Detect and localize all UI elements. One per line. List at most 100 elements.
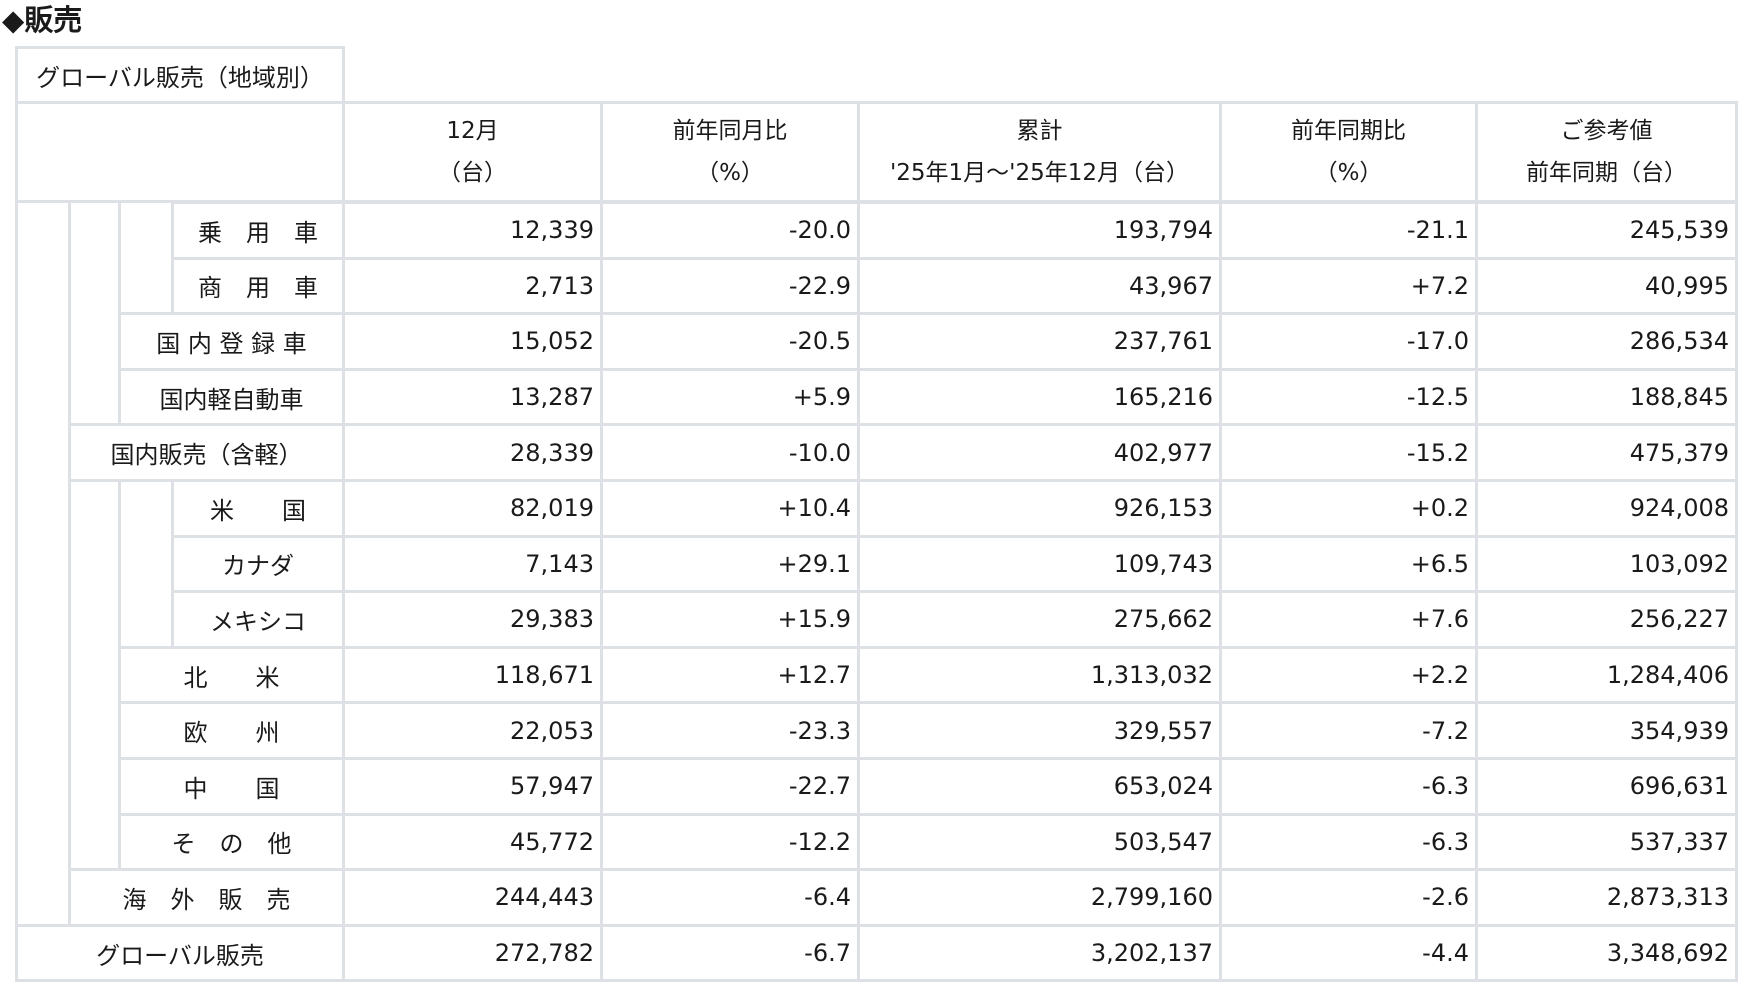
column-header-line2: （台） xyxy=(438,160,507,186)
row-label: 北 米 xyxy=(118,645,345,705)
table-cell: +12.7 xyxy=(600,645,860,705)
table-cell: -15.2 xyxy=(1219,423,1478,482)
column-header-line2: （%） xyxy=(696,160,764,186)
table-cell: -6.7 xyxy=(600,923,860,983)
table-cell: 13,287 xyxy=(342,367,603,427)
table-cell: 653,024 xyxy=(857,757,1222,816)
table-cell: 43,967 xyxy=(857,256,1222,316)
column-header-line1: 前年同月比 xyxy=(672,118,788,144)
table-cell: 475,379 xyxy=(1475,423,1738,482)
table-cell: -22.7 xyxy=(600,757,860,816)
table-cell: +10.4 xyxy=(600,479,860,538)
table-cell: +5.9 xyxy=(600,367,860,427)
table-cell: -2.6 xyxy=(1219,868,1478,927)
table-cell: 45,772 xyxy=(342,812,603,872)
table-cell: 82,019 xyxy=(342,479,603,538)
row-label: 国内軽自動車 xyxy=(118,367,345,427)
table-cell: -20.0 xyxy=(600,201,860,260)
indent-guide xyxy=(15,201,71,983)
table-cell: 12,339 xyxy=(342,201,603,260)
table-cell: 256,227 xyxy=(1475,590,1738,649)
row-label: 欧 州 xyxy=(118,701,345,760)
column-header-line1: ご参考値 xyxy=(1560,118,1653,144)
column-header-line1: 前年同期比 xyxy=(1291,118,1406,144)
column-header-line2: （%） xyxy=(1314,160,1383,186)
column-header-line2: 前年同期（台） xyxy=(1526,160,1687,186)
table-cell: -6.3 xyxy=(1219,757,1478,816)
table-cell: 28,339 xyxy=(342,423,603,482)
table-cell: 503,547 xyxy=(857,812,1222,872)
header-blank-cell xyxy=(15,101,345,203)
row-label: そ の 他 xyxy=(118,812,345,872)
table-cell: 57,947 xyxy=(342,757,603,816)
table-cell: 103,092 xyxy=(1475,534,1738,594)
table-cell: 165,216 xyxy=(857,367,1222,427)
table-caption: グローバル販売（地域別） xyxy=(15,46,345,104)
table-cell: 188,845 xyxy=(1475,367,1738,427)
table-cell: 3,202,137 xyxy=(857,923,1222,983)
row-label: 乗 用 車 xyxy=(171,201,345,260)
table-cell: 15,052 xyxy=(342,312,603,371)
table-cell: 2,799,160 xyxy=(857,868,1222,927)
table-cell: 286,534 xyxy=(1475,312,1738,371)
table-cell: -12.2 xyxy=(600,812,860,872)
table-cell: -21.1 xyxy=(1219,201,1478,260)
column-header: 前年同月比 （%） xyxy=(600,101,860,203)
table-cell: 193,794 xyxy=(857,201,1222,260)
table-cell: 696,631 xyxy=(1475,757,1738,816)
table-cell: 329,557 xyxy=(857,701,1222,760)
indent-guide xyxy=(68,479,121,927)
table-cell: 118,671 xyxy=(342,645,603,705)
row-label: グローバル販売 xyxy=(15,923,345,983)
column-header: ご参考値前年同期（台） xyxy=(1475,101,1738,203)
table-cell: -23.3 xyxy=(600,701,860,760)
table-cell: -12.5 xyxy=(1219,367,1478,427)
column-header: 累計 '25年1月～'25年12月（台） xyxy=(857,101,1222,203)
column-header: 前年同期比 （%） xyxy=(1219,101,1478,203)
table-cell: 22,053 xyxy=(342,701,603,760)
table-cell: +15.9 xyxy=(600,590,860,649)
table-cell: 1,284,406 xyxy=(1475,645,1738,705)
table-cell: -10.0 xyxy=(600,423,860,482)
table-cell: 272,782 xyxy=(342,923,603,983)
table-cell: 3,348,692 xyxy=(1475,923,1738,983)
table-cell: 109,743 xyxy=(857,534,1222,594)
table-cell: 537,337 xyxy=(1475,812,1738,872)
table-cell: 402,977 xyxy=(857,423,1222,482)
table-cell: +29.1 xyxy=(600,534,860,594)
row-label: 国内販売（含軽） xyxy=(68,423,345,482)
table-cell: 237,761 xyxy=(857,312,1222,371)
table-cell: +7.6 xyxy=(1219,590,1478,649)
table-cell: 7,143 xyxy=(342,534,603,594)
row-label: 中 国 xyxy=(118,757,345,816)
column-header: 12月 （台） xyxy=(342,101,603,203)
table-cell: -22.9 xyxy=(600,256,860,316)
column-header-line1: 累計 xyxy=(1016,118,1063,144)
row-label: 国 内 登 録 車 xyxy=(118,312,345,371)
row-label: 海 外 販 売 xyxy=(68,868,345,927)
table-cell: -6.4 xyxy=(600,868,860,927)
table-cell: 40,995 xyxy=(1475,256,1738,316)
indent-guide xyxy=(118,479,174,649)
column-header-line2: '25年1月～'25年12月（台） xyxy=(889,160,1190,186)
table-cell: -4.4 xyxy=(1219,923,1478,983)
table-cell: 275,662 xyxy=(857,590,1222,649)
table-cell: 2,873,313 xyxy=(1475,868,1738,927)
table-cell: 924,008 xyxy=(1475,479,1738,538)
table-cell: -6.3 xyxy=(1219,812,1478,872)
table-cell: +0.2 xyxy=(1219,479,1478,538)
table-cell: 244,443 xyxy=(342,868,603,927)
table-cell: +7.2 xyxy=(1219,256,1478,316)
row-label: メキシコ xyxy=(171,590,345,649)
row-label: 米 国 xyxy=(171,479,345,538)
table-cell: 245,539 xyxy=(1475,201,1738,260)
row-label: 商 用 車 xyxy=(171,256,345,316)
section-title: ◆販売 xyxy=(2,3,83,37)
table-cell: +6.5 xyxy=(1219,534,1478,594)
table-cell: 1,313,032 xyxy=(857,645,1222,705)
table-cell: 354,939 xyxy=(1475,701,1738,760)
indent-guide xyxy=(118,201,174,316)
table-cell: +2.2 xyxy=(1219,645,1478,705)
row-label: カナダ xyxy=(171,534,345,594)
column-header-line1: 12月 xyxy=(446,118,499,144)
